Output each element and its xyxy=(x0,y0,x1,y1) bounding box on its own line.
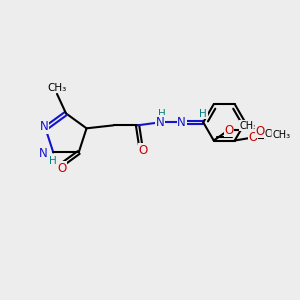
Text: O: O xyxy=(138,144,148,157)
Text: O: O xyxy=(256,125,265,138)
Text: N: N xyxy=(177,116,186,129)
Text: O: O xyxy=(57,162,66,175)
Text: N: N xyxy=(156,116,164,129)
Text: CH₃: CH₃ xyxy=(265,129,283,139)
Text: N: N xyxy=(40,120,48,133)
Text: H: H xyxy=(200,109,207,119)
Text: O: O xyxy=(224,124,233,136)
Text: CH₃: CH₃ xyxy=(240,121,258,130)
Text: H: H xyxy=(158,109,165,119)
Text: N: N xyxy=(39,148,48,160)
Text: H: H xyxy=(49,156,57,166)
Text: CH₃: CH₃ xyxy=(272,130,290,140)
Text: O: O xyxy=(248,131,257,144)
Text: CH₃: CH₃ xyxy=(47,83,67,93)
